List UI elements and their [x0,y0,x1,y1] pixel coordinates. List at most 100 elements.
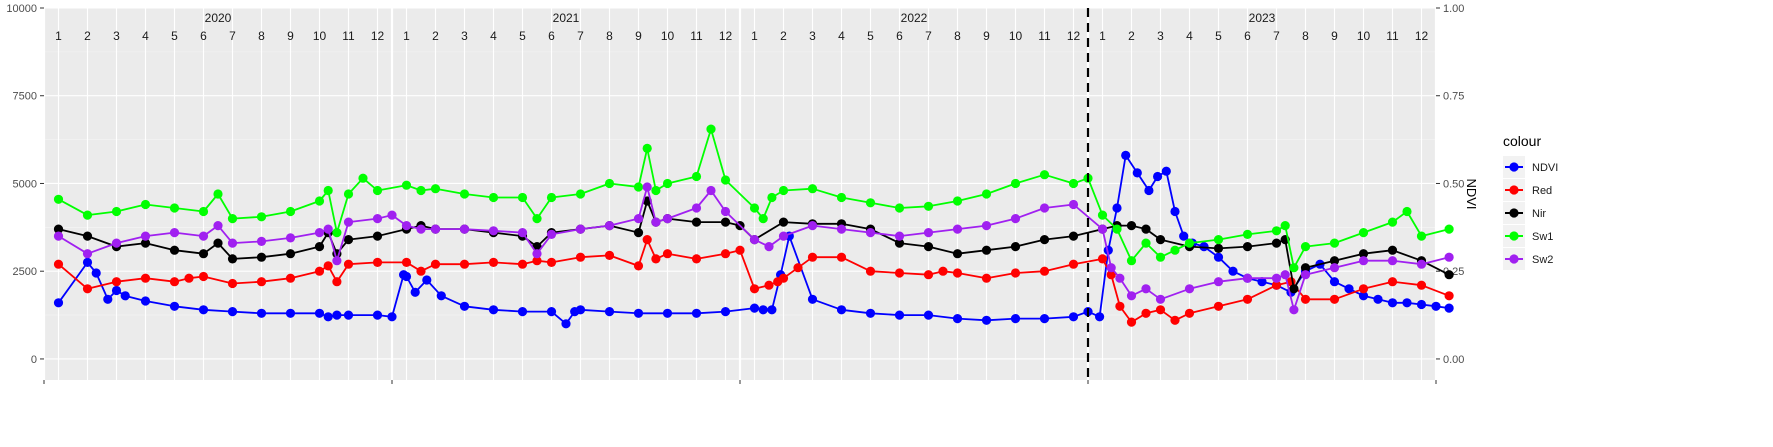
series-layer [53,124,1454,329]
data-point [1213,301,1224,311]
legend-label: Sw1 [1532,231,1553,243]
data-point [633,261,644,271]
data-point [1416,280,1427,290]
data-point [213,221,223,231]
data-point [1300,242,1311,252]
data-point [1402,206,1412,217]
data-point [372,310,383,320]
data-point [169,277,180,287]
month-label: 5 [519,29,526,43]
data-point [82,284,93,294]
data-point [314,228,325,238]
data-point [720,206,731,217]
data-point [1358,291,1369,301]
data-point [923,310,934,320]
data-point [314,266,325,276]
data-point [778,217,789,227]
legend-item: Sw1 [1503,225,1553,247]
data-point [1444,291,1454,301]
month-label: 10 [1357,29,1371,43]
month-label: 2 [780,29,787,43]
right-axis-title: NDVI [1464,178,1479,209]
legend-label: Sw2 [1532,254,1553,266]
data-point [836,192,847,203]
data-point [894,268,905,278]
data-point [1228,266,1238,276]
data-point [1153,171,1163,182]
data-point [323,185,333,196]
data-point [1039,266,1050,276]
data-point [1387,256,1398,266]
data-point [323,224,333,234]
month-label: 5 [867,29,874,43]
data-point [764,280,774,290]
data-point [140,199,151,210]
data-point [343,310,354,320]
data-point [546,257,557,267]
data-point [436,291,446,301]
data-point [387,210,397,220]
data-point [323,312,333,322]
data-point [1170,315,1180,325]
data-point [140,238,151,248]
month-label: 2 [1128,29,1135,43]
data-point [894,238,905,248]
data-point [1213,252,1224,262]
data-point [1115,273,1125,283]
legend-label: NDVI [1532,162,1558,174]
year-label: 2023 [1249,11,1276,25]
data-point [691,254,702,264]
data-point [1097,254,1108,264]
data-point [184,273,194,283]
data-point [1068,178,1079,189]
data-point [169,245,180,255]
data-point [923,270,934,280]
data-point [358,173,368,183]
data-point [865,228,876,238]
month-label: 11 [1386,29,1399,43]
data-point [952,196,963,206]
data-point [1431,301,1441,311]
data-point [517,192,528,203]
data-point [1112,224,1122,234]
data-point [836,252,847,262]
data-point [894,231,905,241]
data-point [401,221,412,231]
data-point [865,308,876,318]
data-point [952,224,963,234]
y-tick-label: 5000 [13,178,37,190]
data-point [488,257,499,267]
data-point [198,231,209,241]
data-point [651,254,661,264]
data-point [662,249,673,259]
data-point [633,182,644,192]
data-point [865,266,876,276]
data-point [1141,284,1151,294]
data-point [836,224,847,234]
data-point [1271,273,1282,283]
data-point [1068,259,1079,269]
data-point [111,206,122,217]
data-point [332,277,342,287]
data-point [1242,294,1253,304]
data-point [256,236,267,246]
data-point [1329,263,1340,273]
year-label: 2022 [901,11,928,25]
data-point [416,185,426,196]
data-point [1126,291,1137,301]
legend-label: Red [1532,185,1552,197]
data-point [1039,203,1050,213]
data-point [323,261,333,271]
month-label: 6 [896,29,903,43]
data-point [140,231,151,241]
data-point [332,228,342,238]
data-point [604,307,615,317]
data-point [430,259,441,269]
month-label: 11 [690,29,703,43]
month-label: 9 [1331,29,1338,43]
y-right-tick-label: 0.50 [1443,178,1464,190]
month-label: 6 [1244,29,1251,43]
data-point [952,249,963,259]
data-point [1106,263,1116,273]
